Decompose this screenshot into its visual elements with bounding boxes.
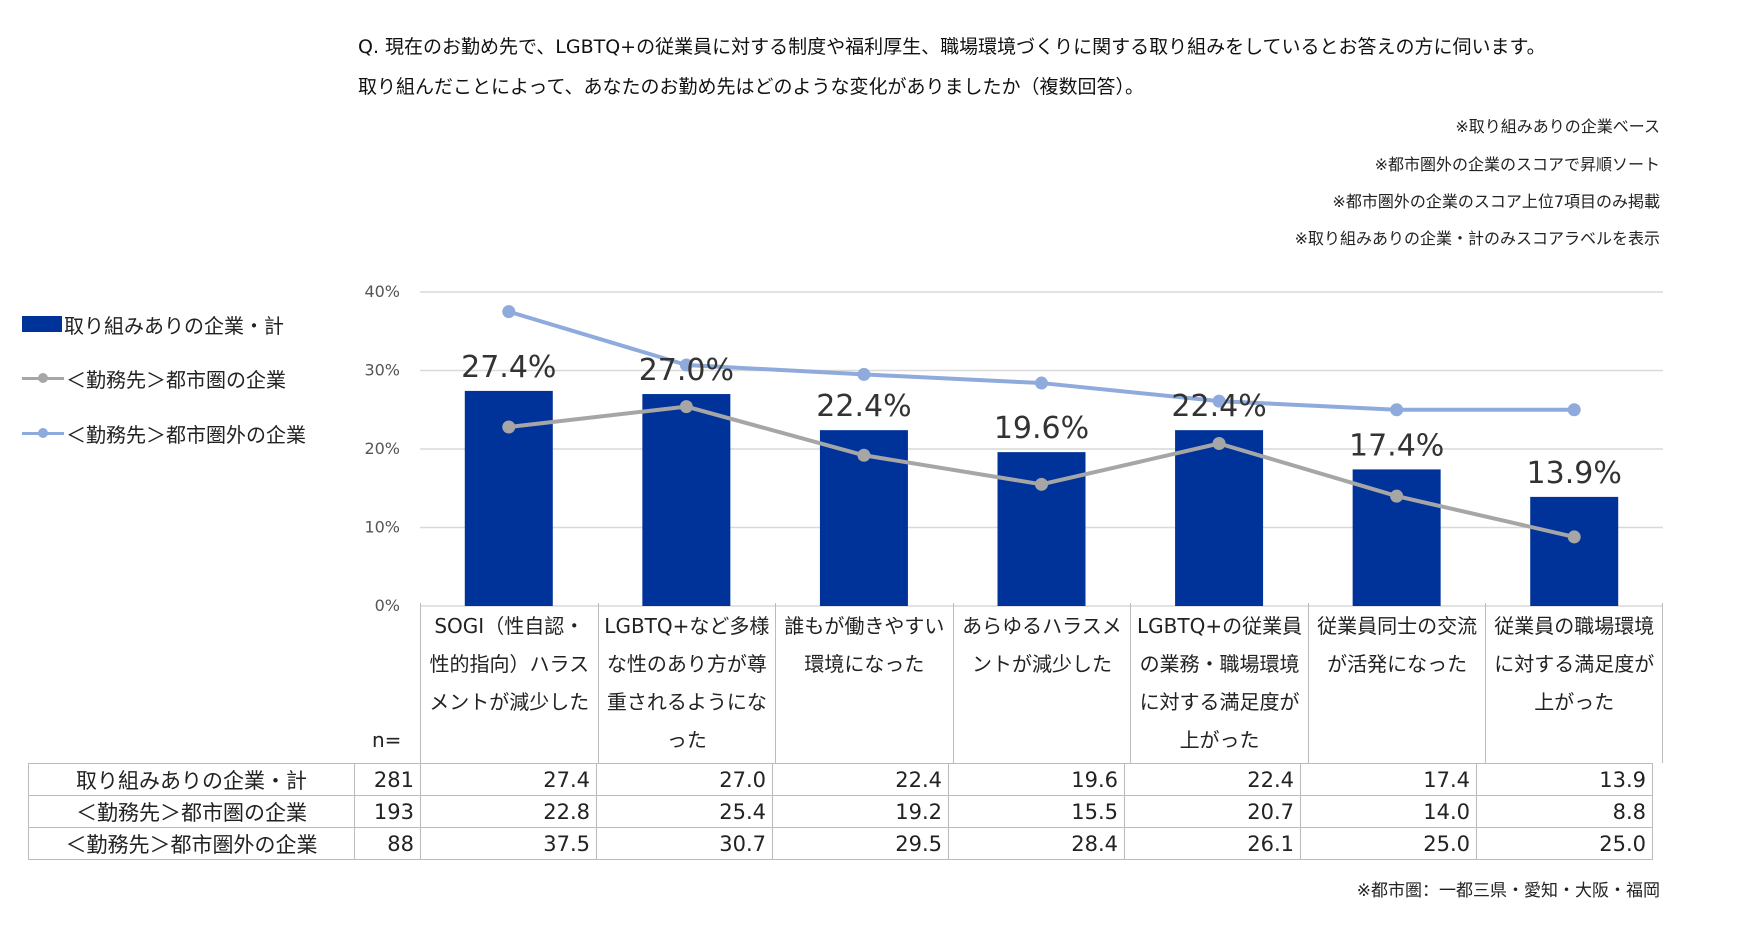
table-cell: 29.5	[772, 827, 949, 860]
sample-size: 193	[354, 795, 421, 828]
y-tick-label: 0%	[375, 596, 400, 615]
legend-rural-label: ＜勤務先＞都市圏外の企業	[66, 422, 306, 447]
table-cell: 28.4	[948, 827, 1125, 860]
n-label: n=	[372, 728, 402, 752]
bar	[1175, 430, 1264, 606]
bar	[1530, 496, 1619, 606]
category-label: 従業員同士の交流が活発になった	[1307, 603, 1486, 763]
table-cell: 26.1	[1124, 827, 1301, 860]
table-cell: 25.4	[596, 795, 773, 828]
rural-series-point	[502, 305, 516, 319]
category-label: 誰もが働きやすい環境になった	[775, 603, 953, 763]
urban-series-point	[857, 448, 871, 462]
bar-data-label: 27.0%	[639, 353, 734, 388]
table-cell: 25.0	[1476, 827, 1653, 860]
table-cell: 30.7	[596, 827, 773, 860]
note-3: ※都市圏外の企業のスコア上位7項目のみ掲載	[1332, 192, 1660, 211]
urban-series-point	[1035, 477, 1048, 491]
legend-item-rural: ＜勤務先＞都市圏外の企業	[22, 418, 306, 448]
bar-data-label: 19.6%	[994, 411, 1089, 446]
question-line-2: 取り組んだことによって、あなたのお勤め先はどのような変化がありましたか（複数回答…	[358, 76, 1145, 98]
category-label: LGBTQ+など多様な性のあり方が尊重されるようになった	[597, 603, 776, 763]
row-name: 取り組みありの企業・計	[28, 763, 355, 796]
table-row: 取り組みありの企業・計 281 27.4 27.0 22.4 19.6 22.4 17.4 13…	[28, 763, 1653, 796]
legend-item-urban: ＜勤務先＞都市圏の企業	[22, 363, 286, 393]
rural-series-point	[1567, 403, 1581, 417]
table-cell: 14.0	[1300, 795, 1477, 828]
urban-series-point	[1567, 530, 1581, 544]
category-label: あらゆるハラスメントが減少した	[952, 603, 1131, 763]
table-cell: 13.9	[1476, 763, 1653, 796]
rural-series-point	[1035, 376, 1048, 390]
y-tick-label: 40%	[364, 282, 400, 301]
note-4: ※取り組みありの企業・計のみスコアラベルを表示	[1294, 229, 1660, 248]
legend-bar-swatch	[22, 316, 62, 332]
y-tick-label: 30%	[364, 361, 400, 380]
table-cell: 22.4	[772, 763, 949, 796]
table-cell: 37.5	[420, 827, 597, 860]
legend-rural-swatch	[22, 427, 64, 439]
rural-series-point	[1212, 394, 1226, 408]
footnote: ※都市圏：一都三県・愛知・大阪・福岡	[1356, 881, 1660, 901]
urban-series-point	[1390, 489, 1404, 503]
category-label: 従業員の職場環境に対する満足度が上がった	[1485, 603, 1663, 763]
row-name: ＜勤務先＞都市圏外の企業	[28, 827, 355, 860]
bar-data-label: 22.4%	[816, 389, 911, 424]
legend-bar-label: 取り組みありの企業・計	[64, 313, 284, 338]
table-row: ＜勤務先＞都市圏の企業 193 22.8 25.4 19.2 15.5 20.7 14.0 8.…	[28, 795, 1653, 828]
category-label: SOGI（性自認・性的指向）ハラスメントが減少した	[420, 603, 598, 763]
bar-data-label: 13.9%	[1527, 456, 1622, 491]
legend-item-bar: 取り組みありの企業・計	[22, 309, 284, 339]
sample-size: 88	[354, 827, 421, 860]
urban-series-point	[679, 400, 693, 414]
data-table: 取り組みありの企業・計 281 27.4 27.0 22.4 19.6 22.4 17.4 13…	[28, 763, 1653, 860]
table-cell: 25.0	[1300, 827, 1477, 860]
note-1: ※取り組みありの企業ベース	[1455, 117, 1660, 136]
rural-series-point	[857, 367, 871, 381]
legend-urban-label: ＜勤務先＞都市圏の企業	[66, 367, 286, 392]
table-cell: 22.8	[420, 795, 597, 828]
urban-series-point	[502, 420, 516, 434]
table-cell: 27.4	[420, 763, 597, 796]
table-cell: 19.2	[772, 795, 949, 828]
table-cell: 15.5	[948, 795, 1125, 828]
rural-series-point	[679, 358, 693, 372]
table-cell: 19.6	[948, 763, 1125, 796]
sample-size: 281	[354, 763, 421, 796]
y-tick-label: 10%	[364, 518, 400, 537]
table-cell: 20.7	[1124, 795, 1301, 828]
question-line-1: Q. 現在のお勤め先で、LGBTQ+の従業員に対する制度や福利厚生、職場環境づく…	[358, 36, 1546, 58]
category-label: LGBTQ+の従業員の業務・職場環境に対する満足度が上がった	[1130, 603, 1308, 763]
bar-data-label: 22.4%	[1171, 389, 1266, 424]
bar-data-label: 17.4%	[1349, 428, 1444, 463]
y-tick-label: 20%	[364, 439, 400, 458]
table-cell: 8.8	[1476, 795, 1653, 828]
rural-series-point	[1390, 403, 1404, 417]
table-cell: 27.0	[596, 763, 773, 796]
table-cell: 22.4	[1124, 763, 1301, 796]
table-cell: 17.4	[1300, 763, 1477, 796]
bar	[642, 394, 731, 606]
bar-data-label: 27.4%	[461, 350, 556, 385]
table-row: ＜勤務先＞都市圏外の企業 88 37.5 30.7 29.5 28.4 26.1 25.0 25…	[28, 827, 1653, 860]
legend-urban-swatch	[22, 372, 64, 384]
row-name: ＜勤務先＞都市圏の企業	[28, 795, 355, 828]
urban-series-point	[1212, 437, 1226, 451]
note-2: ※都市圏外の企業のスコアで昇順ソート	[1374, 155, 1660, 174]
